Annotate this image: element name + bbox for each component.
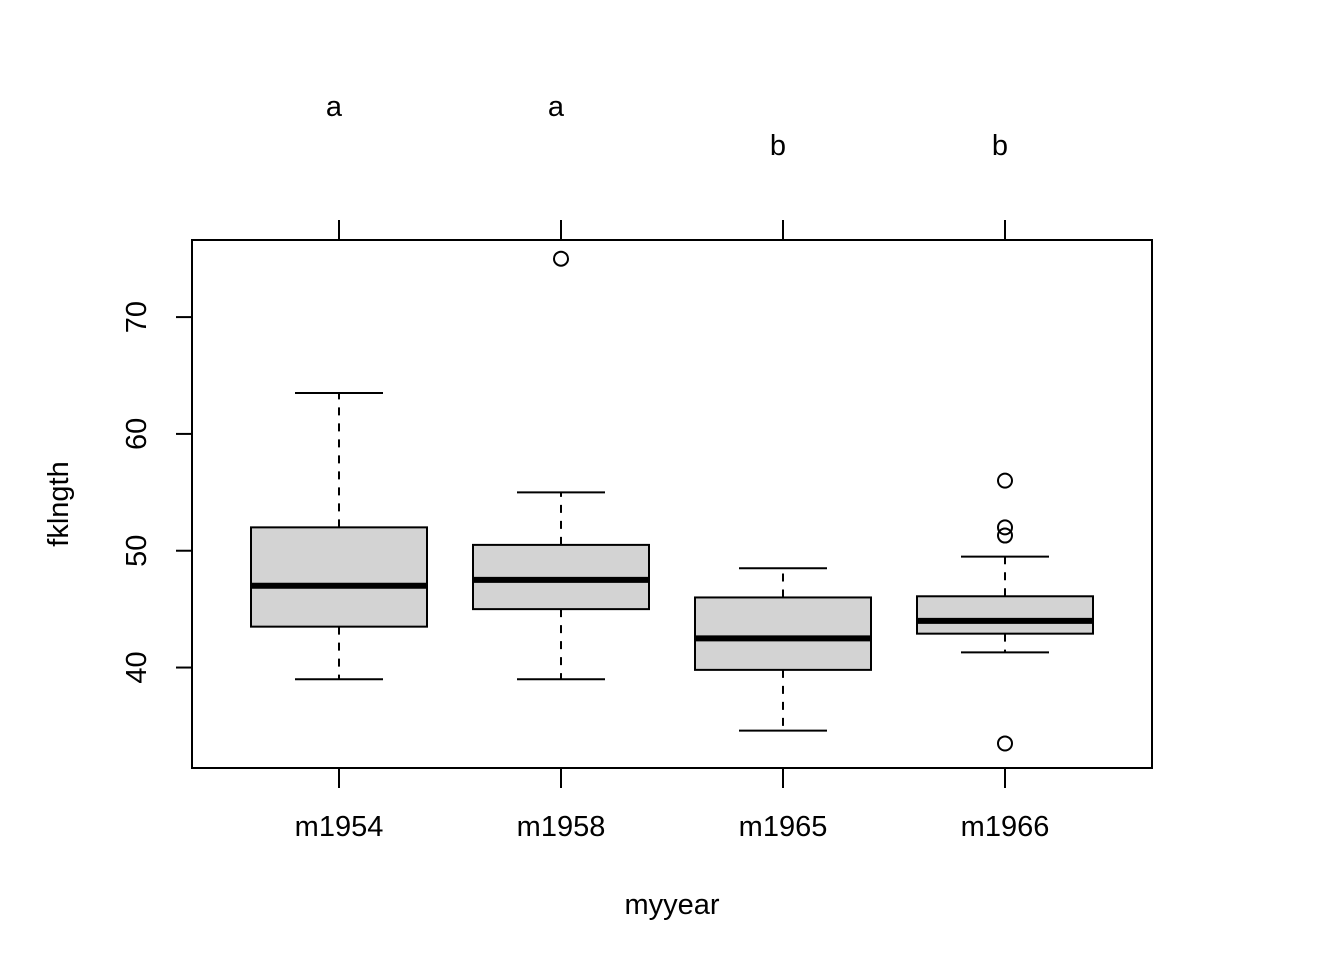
outlier-point [997, 527, 1013, 544]
y-tick-label: 70 [121, 301, 153, 333]
x-tick-label: m1954 [295, 811, 384, 843]
x-tick-label: m1966 [961, 811, 1050, 843]
y-tick-label: 60 [121, 418, 153, 450]
group-letter: a [548, 91, 565, 123]
outlier-point [997, 519, 1013, 536]
x-tick-label: m1965 [739, 811, 828, 843]
box [694, 596, 872, 671]
plot-frame [191, 239, 1153, 769]
box [916, 595, 1094, 635]
outlier-point [553, 250, 569, 267]
y-tick-label: 40 [121, 651, 153, 683]
group-letter: b [770, 130, 786, 162]
x-tick-label: m1958 [517, 811, 606, 843]
y-tick-label: 50 [121, 535, 153, 567]
outlier-point [997, 472, 1013, 489]
y-axis-title: fklngth [43, 461, 75, 546]
group-letter: a [326, 91, 343, 123]
chart-marks: 40 50 60 70 m1954 a m1958 a m1965 b m1966 b [121, 91, 1094, 843]
group-letter: b [992, 130, 1008, 162]
x-axis-title: myyear [624, 889, 719, 921]
box [250, 526, 428, 628]
outlier-point [997, 735, 1013, 752]
